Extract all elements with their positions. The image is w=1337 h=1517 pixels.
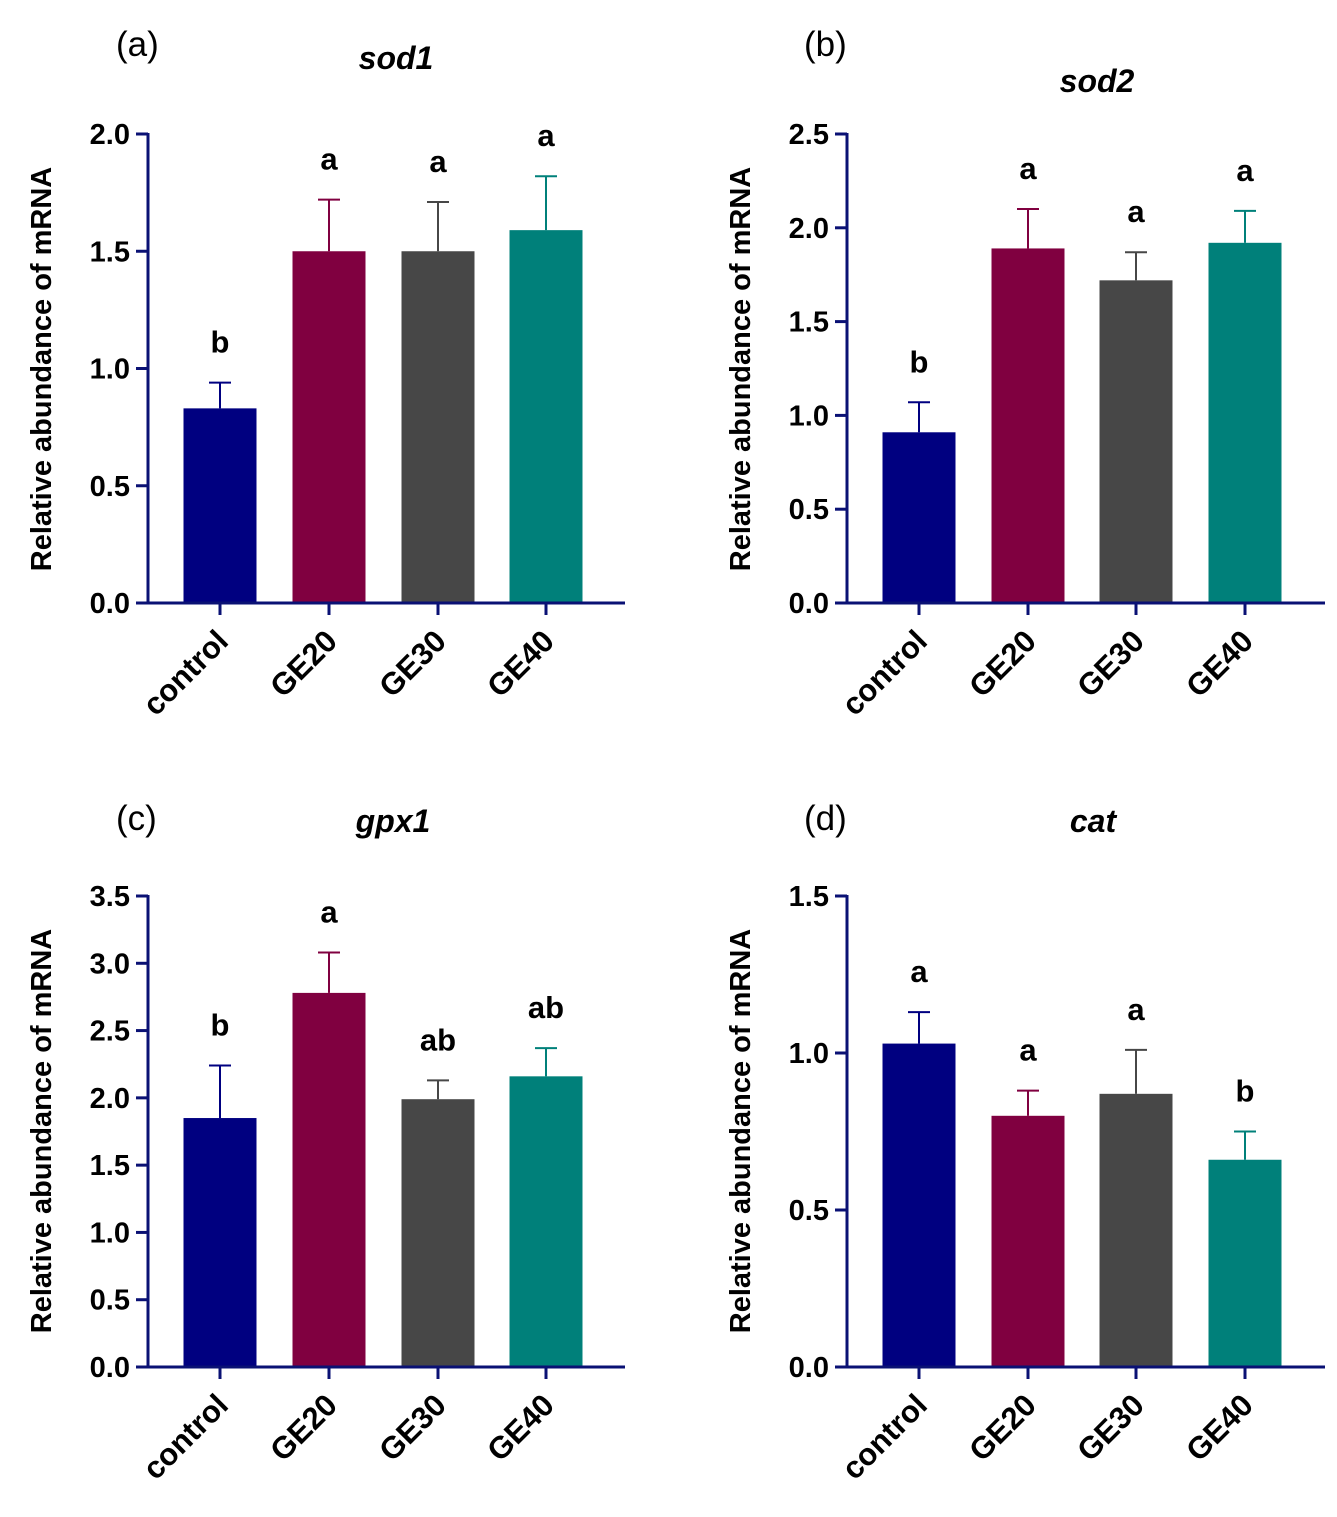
significance-label: b [211,1008,230,1043]
significance-label: a [1019,151,1037,186]
y-tick-label: 1.5 [789,881,829,913]
y-tick-label: 0.0 [789,1352,829,1384]
bar-ge40 [509,230,583,603]
y-tick-label: 2.5 [789,119,829,151]
significance-label: a [1127,194,1145,229]
y-tick-label: 1.5 [90,236,130,268]
significance-label: b [1236,1074,1255,1109]
y-tick-label: 3.5 [90,881,130,913]
significance-label: a [1019,1033,1037,1068]
x-tick-label: GE20 [263,623,344,704]
chart-panel-c: (c) gpx1 Relative abundance of mRNA b contro… [26,799,625,1486]
chart-title: cat [1070,803,1118,839]
significance-label: a [1127,992,1145,1027]
x-tick-label: control [136,623,235,722]
y-tick-label: 1.0 [90,354,130,386]
x-tick-label: control [835,1387,934,1486]
y-tick-label: 0.0 [789,588,829,620]
chart-panel-b: (b) sod2 Relative abundance of mRNA b contro… [725,25,1325,722]
y-tick-label: 0.5 [789,494,829,526]
y-tick-label: 0.5 [90,1285,130,1317]
y-tick-label: 0.0 [90,588,130,620]
bar-ge30 [1099,1093,1173,1367]
panel-label: (a) [116,25,159,64]
y-axis-label: Relative abundance of mRNA [26,929,58,1334]
x-tick-label: GE40 [1179,1387,1260,1468]
y-tick-label: 0.0 [90,1352,130,1384]
significance-label: a [537,118,555,153]
bar-ge40 [1208,242,1282,604]
y-axis-label: Relative abundance of mRNA [26,167,58,572]
y-tick-label: 1.0 [90,1217,130,1249]
bar-ge30 [401,251,475,603]
y-tick-label: 0.5 [90,471,130,503]
significance-label: ab [528,990,564,1025]
y-tick-label: 2.0 [789,213,829,245]
y-tick-label: 3.0 [90,948,130,980]
chart-panel-a: (a) sod1 Relative abundance of mRNA b contro… [26,25,625,722]
significance-label: b [910,344,929,379]
panel-label: (c) [116,799,157,838]
bar-control [882,1043,956,1367]
significance-label: a [910,954,928,989]
x-tick-label: GE40 [1179,623,1260,704]
significance-label: a [429,144,447,179]
panel-label: (b) [804,25,847,64]
y-axis-label: Relative abundance of mRNA [725,167,757,572]
chart-title: sod2 [1060,63,1135,99]
x-tick-label: GE30 [372,1387,453,1468]
chart-title: sod1 [359,40,434,76]
chart-title: gpx1 [355,803,431,839]
y-tick-label: 1.0 [789,1038,829,1070]
y-tick-label: 0.5 [789,1195,829,1227]
x-tick-label: GE40 [480,623,561,704]
bar-ge40 [1208,1159,1282,1367]
bar-ge30 [1099,280,1173,603]
x-tick-label: GE20 [962,623,1043,704]
y-tick-label: 1.5 [789,307,829,339]
bar-ge20 [991,1115,1065,1367]
x-tick-label: GE30 [1070,1387,1151,1468]
x-tick-label: GE20 [962,1387,1043,1468]
y-tick-label: 2.5 [90,1016,130,1048]
chart-panel-d: (d) cat Relative abundance of mRNA a control… [725,799,1325,1486]
x-tick-label: GE30 [1070,623,1151,704]
x-tick-label: GE30 [372,623,453,704]
y-axis-label: Relative abundance of mRNA [725,929,757,1334]
y-tick-label: 1.5 [90,1150,130,1182]
significance-label: a [320,142,338,177]
significance-label: a [1236,153,1254,188]
x-tick-label: control [136,1387,235,1486]
significance-label: ab [420,1022,456,1057]
y-tick-label: 2.0 [90,119,130,151]
bar-ge20 [991,248,1065,603]
bar-control [183,408,257,603]
bar-ge20 [292,992,366,1367]
bar-control [882,432,956,603]
bar-ge20 [292,251,366,603]
x-tick-label: GE40 [480,1387,561,1468]
panel-label: (d) [804,799,847,838]
significance-label: b [211,325,230,360]
bar-ge40 [509,1076,583,1367]
y-tick-label: 1.0 [789,400,829,432]
y-tick-label: 2.0 [90,1083,130,1115]
x-tick-label: GE20 [263,1387,344,1468]
bar-ge30 [401,1099,475,1367]
bar-control [183,1118,257,1367]
significance-label: a [320,895,338,930]
x-tick-label: control [835,623,934,722]
